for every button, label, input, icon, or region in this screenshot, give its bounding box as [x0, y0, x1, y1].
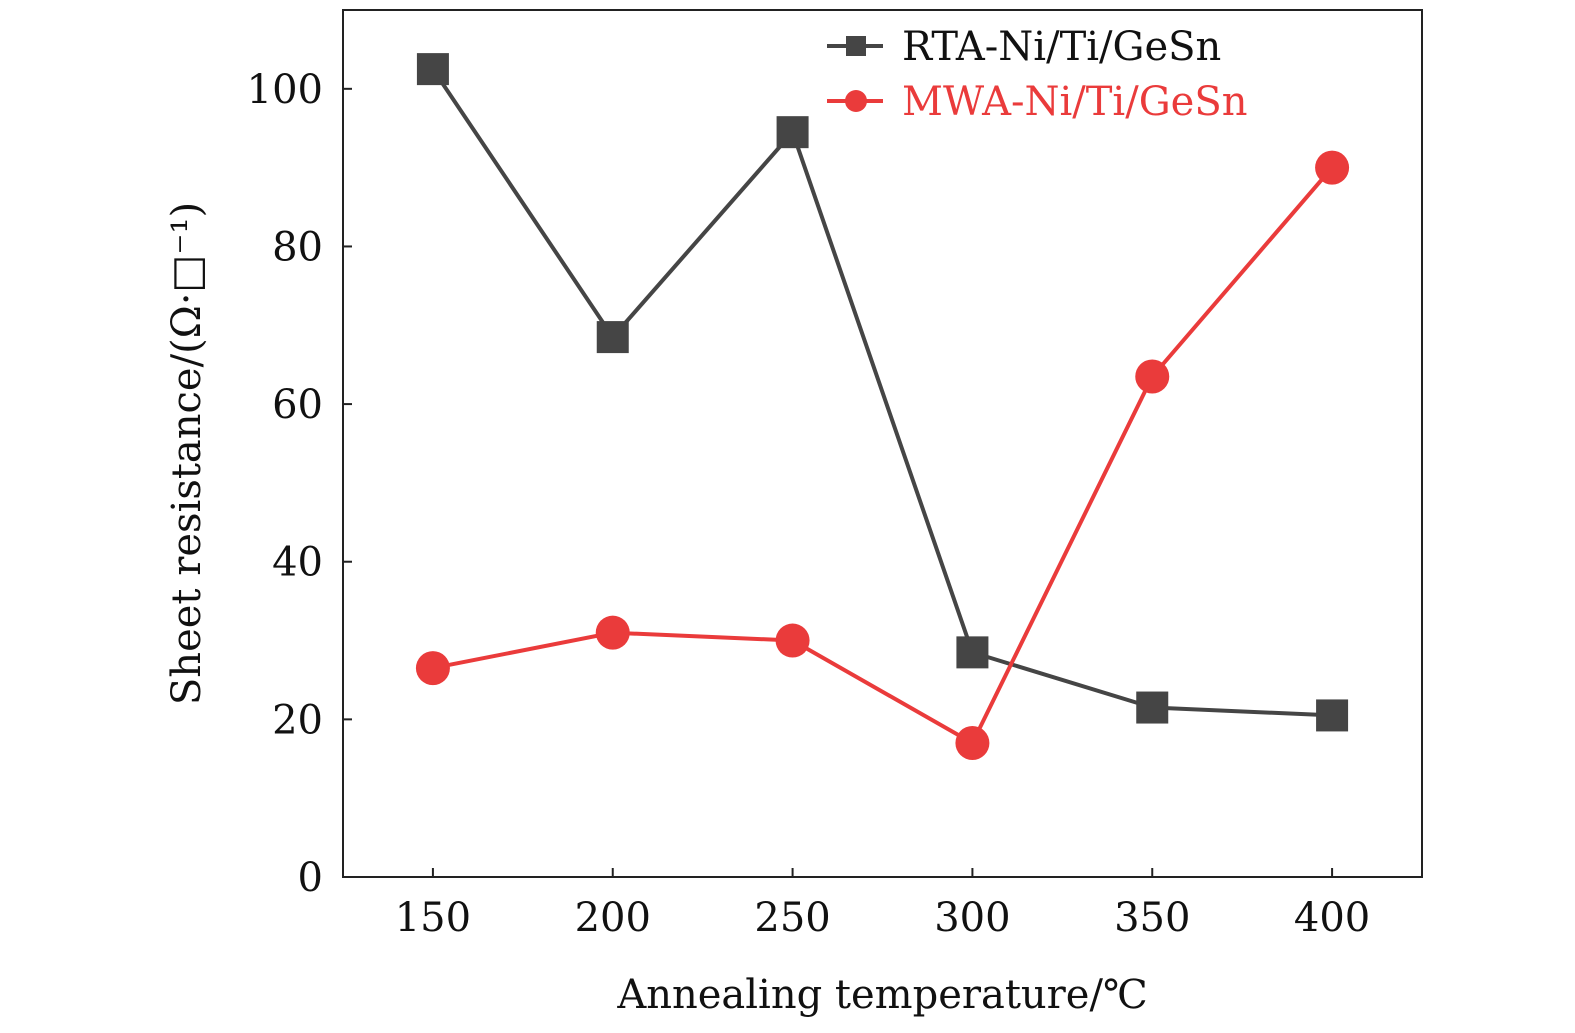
y-tick-label: 40: [272, 540, 323, 586]
data-point: [596, 321, 629, 354]
series-layer: [415, 53, 1350, 761]
x-axis-ticks: 150 200 250 300 350 400: [395, 868, 1370, 941]
data-point: [1135, 359, 1170, 394]
legend: RTA-Ni/Ti/GeSn MWA-Ni/Ti/GeSn: [827, 24, 1248, 125]
data-point: [595, 615, 630, 650]
legend-item: MWA-Ni/Ti/GeSn: [827, 79, 1248, 125]
plot-frame: [342, 9, 1423, 878]
series-2: [415, 150, 1350, 761]
y-axis-ticks: 0 20 40 60 80 100: [247, 67, 352, 901]
y-tick-label: 100: [247, 67, 323, 113]
series-1: [416, 53, 1349, 732]
y-tick-label: 80: [272, 224, 323, 270]
x-tick-label: 150: [395, 895, 471, 941]
data-point: [415, 651, 450, 686]
data-point: [1316, 699, 1349, 732]
data-point: [416, 53, 449, 86]
legend-item: RTA-Ni/Ti/GeSn: [827, 24, 1221, 70]
series-line: [432, 166, 1334, 745]
series-line: [431, 67, 1333, 718]
x-tick-label: 200: [575, 895, 651, 941]
data-point: [776, 116, 809, 149]
legend-marker: [846, 36, 866, 56]
y-tick-label: 20: [272, 697, 323, 743]
data-point: [1136, 691, 1169, 724]
legend-marker: [845, 90, 867, 112]
x-tick-label: 300: [934, 895, 1010, 941]
data-point: [955, 726, 990, 761]
x-tick-label: 400: [1294, 895, 1370, 941]
x-tick-label: 350: [1114, 895, 1190, 941]
plot-frame-border: [342, 9, 1423, 878]
data-point: [775, 623, 810, 658]
y-tick-label: 60: [272, 382, 323, 428]
x-axis-label: Annealing temperature/℃: [616, 972, 1147, 1018]
legend-label: MWA-Ni/Ti/GeSn: [902, 79, 1248, 125]
data-point: [1315, 150, 1350, 185]
data-point: [956, 636, 989, 669]
legend-label: RTA-Ni/Ti/GeSn: [902, 24, 1221, 70]
y-axis-label: Sheet resistance/(Ω·□⁻¹): [164, 202, 210, 705]
x-tick-label: 250: [754, 895, 830, 941]
y-tick-label: 0: [298, 855, 323, 901]
